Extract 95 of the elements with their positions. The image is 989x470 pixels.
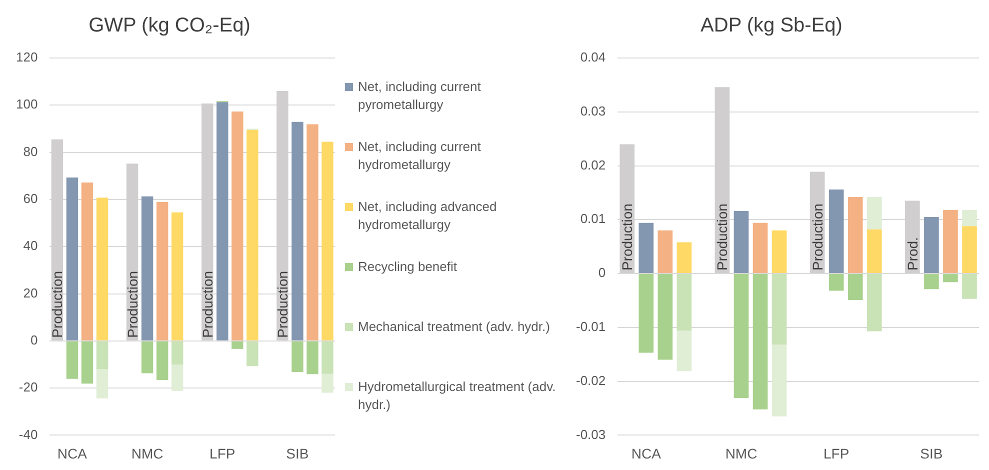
legend-label: Recycling benefit <box>358 258 457 276</box>
bar <box>866 274 882 332</box>
bar <box>306 124 318 340</box>
bar <box>848 197 863 274</box>
x-tick-label: NCA <box>57 445 88 462</box>
y-tick-label: 60 <box>23 191 38 206</box>
chart-title: ADP (kg Sb-Eq) <box>700 14 842 37</box>
bar <box>141 196 154 340</box>
bar <box>828 189 844 274</box>
x-tick-label: NCA <box>631 445 662 462</box>
y-tick-label: -20 <box>18 380 38 395</box>
bar <box>246 341 258 366</box>
x-tick-label: NMC <box>725 445 758 462</box>
bar <box>828 274 844 291</box>
data-label: Production <box>274 270 290 338</box>
bar <box>292 122 304 340</box>
bar <box>943 274 958 282</box>
data-label: Prod. <box>904 237 920 271</box>
y-tick-label: -0.02 <box>576 372 606 388</box>
y-tick-label: 0.04 <box>580 50 606 65</box>
y-tick-label: 0 <box>598 265 606 280</box>
bar <box>96 198 108 340</box>
legend-label: Hydrometallurgical treatment (adv. hydr.) <box>358 378 557 414</box>
bar <box>232 341 244 349</box>
bar <box>141 341 154 374</box>
bar <box>638 274 654 353</box>
bar <box>962 210 977 226</box>
data-label: Production <box>619 204 636 271</box>
x-tick-label: NMC <box>131 445 164 462</box>
bar <box>772 230 787 274</box>
bar <box>924 216 939 274</box>
legend-label: Net, including advanced hydrometallurgy <box>358 198 498 234</box>
bar <box>322 374 334 393</box>
y-tick-label: 0.02 <box>580 157 606 172</box>
data-label: Production <box>49 270 66 338</box>
y-tick-label: 0.03 <box>580 103 606 118</box>
data-label: Production <box>714 204 730 271</box>
bar <box>658 274 673 360</box>
y-tick-label: -0.03 <box>576 426 606 442</box>
x-tick-label: SIB <box>286 445 309 462</box>
legend-label: Mechanical treatment (adv. hydr.) <box>358 318 550 336</box>
bar <box>658 230 673 274</box>
y-tick-label: 0 <box>30 332 38 348</box>
y-tick-label: 100 <box>16 96 38 112</box>
y-tick-label: -0.01 <box>576 319 606 334</box>
bar <box>156 341 168 380</box>
bar <box>866 229 882 274</box>
bar <box>66 178 78 340</box>
bar <box>306 341 318 374</box>
bar <box>81 341 94 384</box>
bar <box>676 330 692 372</box>
bar <box>734 211 749 274</box>
bar <box>216 102 228 340</box>
y-tick-label: 20 <box>23 285 38 300</box>
bar <box>66 341 78 379</box>
bar <box>676 242 692 274</box>
bar <box>81 182 94 340</box>
data-label: Production <box>809 204 826 271</box>
bar <box>866 197 882 230</box>
y-tick-label: -40 <box>18 426 38 442</box>
bar <box>734 274 749 398</box>
bar <box>232 112 244 340</box>
bar <box>924 274 939 290</box>
legend-label: Net, including current pyrometallurgy <box>358 78 482 114</box>
y-tick-label: 40 <box>23 238 38 254</box>
y-tick-label: 120 <box>16 50 38 65</box>
bar <box>676 274 692 331</box>
bar <box>171 341 184 364</box>
bar <box>322 341 334 374</box>
bar <box>96 341 108 370</box>
bar <box>246 130 258 340</box>
bar <box>156 202 168 340</box>
bar <box>322 142 334 340</box>
bar <box>772 274 787 345</box>
chart-title: GWP (kg CO₂-Eq) <box>88 14 250 37</box>
data-label: Production <box>199 270 216 338</box>
x-tick-label: LFP <box>824 445 850 462</box>
bar <box>752 222 768 274</box>
legend-label: Net, including current hydrometallurgy <box>358 138 482 174</box>
bar <box>752 274 768 410</box>
bar <box>171 364 184 391</box>
x-tick-label: LFP <box>210 445 236 462</box>
bar <box>171 212 184 340</box>
y-tick-label: 0.01 <box>580 211 606 226</box>
bar <box>638 222 654 274</box>
bar <box>943 210 958 274</box>
bar <box>96 369 108 398</box>
bar <box>292 341 304 372</box>
bar <box>962 274 977 299</box>
x-tick-label: SIB <box>920 445 943 462</box>
bar <box>848 274 863 300</box>
bar <box>962 226 977 274</box>
data-label: Production <box>124 270 140 338</box>
y-tick-label: 80 <box>23 144 38 159</box>
bar <box>772 344 787 416</box>
